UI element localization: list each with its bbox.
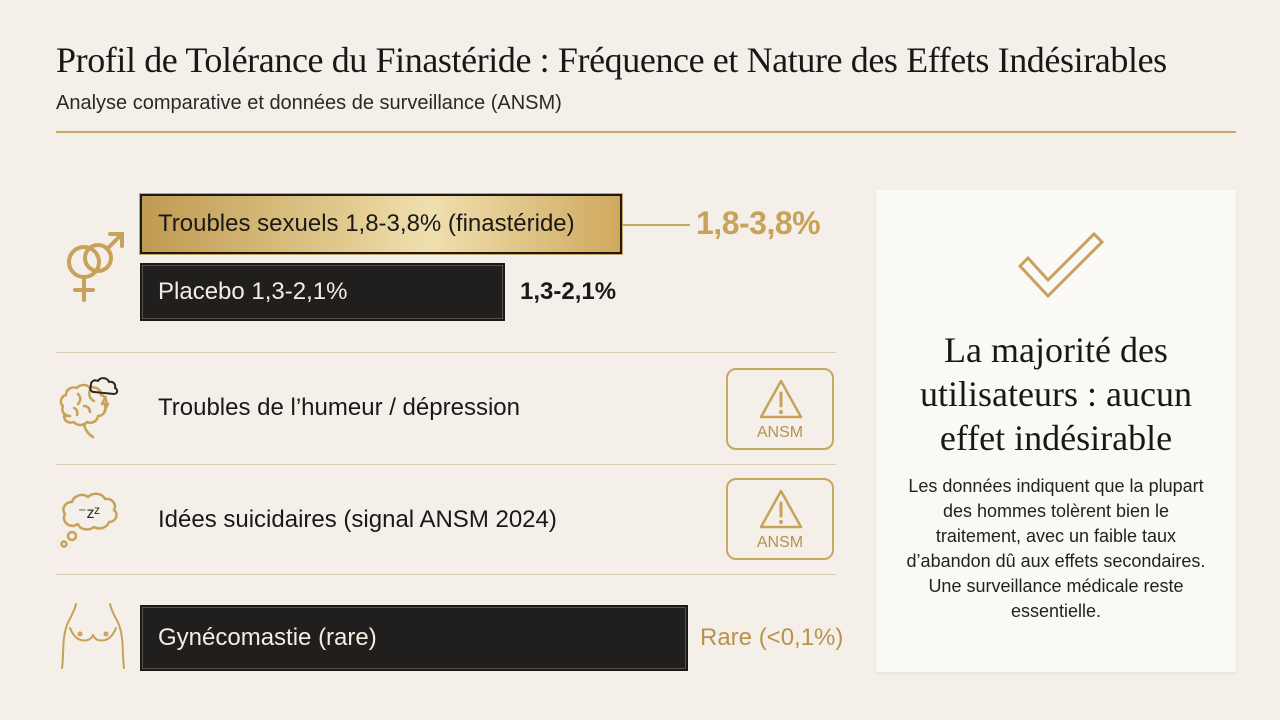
ansm-warning-badge-suicidal: ANSM xyxy=(726,478,834,560)
ansm-badge-label: ANSM xyxy=(756,534,804,551)
brain-storm-icon xyxy=(59,377,119,439)
ansm-badge-label: ANSM xyxy=(756,424,804,441)
warning-icon xyxy=(759,379,803,419)
row-divider xyxy=(56,464,836,465)
ansm-warning-badge-mood: ANSM xyxy=(726,368,834,450)
header-divider xyxy=(56,131,1236,133)
svg-text:z: z xyxy=(94,503,100,517)
summary-heading: La majorité des utilisateurs : aucun eff… xyxy=(920,330,1192,458)
gynecomastia-value: Rare (<0,1%) xyxy=(700,624,844,651)
chest-icon xyxy=(61,603,125,669)
finasteride-sexual-value: 1,8-3,8% xyxy=(696,205,821,241)
checkmark-icon xyxy=(1017,231,1105,299)
placebo-bar: Placebo 1,3-2,1% xyxy=(140,263,505,321)
gender-symbols-icon xyxy=(67,232,124,302)
value-connector-line xyxy=(622,224,690,226)
warning-icon xyxy=(759,489,803,529)
row-divider xyxy=(56,574,836,575)
page-subtitle: Analyse comparative et données de survei… xyxy=(56,92,562,114)
summary-body: Les données indiquent que la plupart des… xyxy=(906,476,1206,621)
mood-label: Troubles de l’humeur / dépression xyxy=(158,394,520,421)
placebo-value: 1,3-2,1% xyxy=(520,278,617,305)
finasteride-sexual-bar: Troubles sexuels 1,8-3,8% (finastéride) xyxy=(140,194,622,254)
row-divider xyxy=(56,352,836,353)
thought-bubble-icon: ⁻z z xyxy=(60,492,118,548)
summary-panel: La majorité des utilisateurs : aucun eff… xyxy=(876,190,1236,672)
suicidal-label: Idées suicidaires (signal ANSM 2024) xyxy=(158,506,557,533)
svg-text:⁻z: ⁻z xyxy=(78,505,94,522)
page-title: Profil de Tolérance du Finastéride : Fré… xyxy=(56,40,1167,80)
gynecomastia-bar: Gynécomastie (rare) xyxy=(140,605,688,671)
